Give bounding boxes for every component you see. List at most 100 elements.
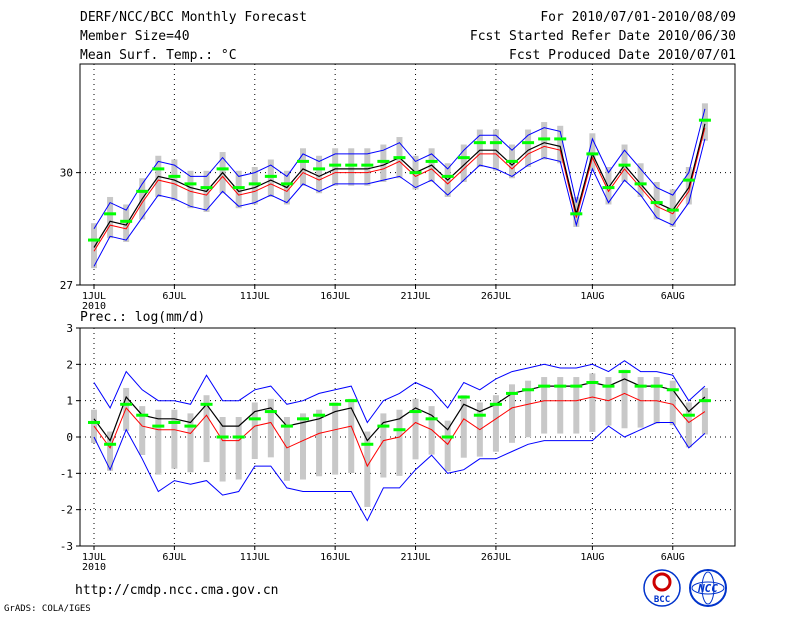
- temp-obs-marker: [489, 141, 502, 145]
- prec-spread-box: [669, 380, 676, 426]
- temp-obs-marker: [345, 163, 358, 167]
- prec-obs-marker: [586, 381, 599, 384]
- temp-spread-box: [541, 122, 548, 160]
- temp-obs-marker: [200, 186, 213, 190]
- temp-spread-box: [669, 189, 676, 227]
- temp-obs-marker: [441, 174, 454, 178]
- temp-obs-marker: [329, 163, 342, 167]
- prec-obs-marker: [698, 399, 711, 403]
- temp-spread-box: [364, 148, 371, 186]
- temp-x-tick-label: 16JUL: [320, 291, 350, 302]
- grads-credit: GrADS: COLA/IGES: [4, 604, 91, 614]
- prec-obs-marker: [120, 402, 133, 406]
- prec-obs-marker: [618, 370, 631, 374]
- prec-obs-marker: [297, 417, 309, 421]
- prec-spread-box: [573, 377, 580, 434]
- temp-obs-marker: [538, 137, 551, 141]
- temp-spread-box: [476, 129, 483, 168]
- temp-obs-marker: [248, 182, 261, 186]
- prec-obs-marker: [538, 384, 551, 388]
- temp-obs-marker: [280, 182, 293, 186]
- temp-x-tick-label: 1AUG: [580, 291, 604, 302]
- prec-spread-box: [235, 417, 242, 480]
- prec-obs-marker: [489, 402, 502, 406]
- temp-obs-marker: [634, 182, 647, 186]
- prec-obs-marker: [248, 417, 261, 421]
- prec-obs-marker: [136, 413, 149, 417]
- prec-obs-marker: [329, 402, 342, 406]
- temp-x-tick-label: 11JUL: [240, 291, 270, 302]
- temp-spread-box: [605, 167, 612, 205]
- prec-x-tick-label: 21JUL: [400, 552, 430, 563]
- temp-obs-marker: [393, 156, 406, 160]
- temp-obs-marker: [554, 137, 567, 141]
- prec-obs-marker: [522, 388, 535, 392]
- prec-spread-box: [139, 406, 146, 455]
- prec-obs-marker: [506, 391, 518, 395]
- fcst-produced-date: Fcst Produced Date 2010/07/01: [509, 48, 736, 63]
- prec-obs-marker: [152, 424, 165, 428]
- prec-spread-box: [525, 380, 532, 438]
- temp-spread-box: [589, 133, 596, 171]
- prec-spread-box: [444, 420, 451, 472]
- prec-obs-marker: [457, 395, 470, 399]
- prec-spread-box: [348, 398, 355, 473]
- variable-label: Mean Surf. Temp.: °C: [80, 48, 237, 63]
- forecast-period: For 2010/07/01-2010/08/09: [540, 10, 736, 25]
- prec-spread-box: [460, 395, 467, 458]
- prec-spread-box: [364, 431, 371, 507]
- prec-obs-marker: [554, 384, 567, 388]
- prec-spread-box: [637, 377, 644, 428]
- prec-obs-marker: [168, 420, 181, 424]
- temp-obs-marker: [618, 163, 631, 167]
- temp-spread-box: [267, 159, 274, 197]
- prec-spread-box: [187, 413, 194, 473]
- chart-title: DERF/NCC/BCC Monthly Forecast: [80, 10, 307, 25]
- temp-spread-box: [621, 144, 628, 182]
- prec-title: Prec.: log(mm/d): [80, 310, 205, 325]
- bcc-logo-text: BCC: [654, 595, 670, 605]
- temp-obs-marker: [184, 182, 197, 186]
- prec-obs-marker: [473, 413, 486, 417]
- temp-x-sub-label: 2010: [82, 301, 106, 312]
- temp-spread-box: [235, 170, 242, 209]
- temp-obs-marker: [152, 167, 165, 171]
- temp-obs-marker: [313, 167, 326, 171]
- prec-obs-marker: [345, 399, 358, 403]
- prec-x-tick-label: 11JUL: [240, 552, 270, 563]
- temp-obs-marker: [232, 186, 245, 190]
- prec-obs-marker: [232, 435, 245, 439]
- prec-upper-line: [93, 360, 706, 424]
- prec-spread-box: [332, 402, 339, 475]
- prec-obs-marker: [682, 413, 695, 417]
- prec-obs-marker: [441, 435, 454, 439]
- temp-obs-marker: [698, 118, 711, 122]
- prec-y-tick-label: -3: [60, 540, 73, 553]
- prec-obs-marker: [264, 410, 277, 414]
- prec-obs-marker: [88, 420, 100, 424]
- temp-obs-marker: [506, 159, 518, 163]
- temp-obs-marker: [457, 156, 470, 160]
- temp-obs-marker: [361, 163, 374, 167]
- temp-upper-line: [93, 108, 706, 230]
- prec-spread-box: [267, 398, 274, 458]
- temp-spread-box: [187, 170, 194, 209]
- temp-x-tick-label: 1JUL: [82, 291, 106, 302]
- temp-y-tick-label: 27: [60, 279, 73, 292]
- prec-obs-marker: [200, 402, 213, 406]
- temp-obs-marker: [136, 189, 149, 193]
- temp-spread-box: [460, 144, 467, 182]
- temp-spread-box: [525, 129, 532, 168]
- temp-spread-box: [316, 155, 323, 194]
- temp-obs-marker: [104, 212, 117, 216]
- prec-obs-marker: [361, 442, 374, 446]
- temp-obs-marker: [473, 141, 486, 145]
- prec-x-tick-label: 26JUL: [481, 552, 511, 563]
- temp-mean-line: [93, 127, 706, 252]
- prec-spread-box: [380, 413, 387, 478]
- temp-spread-box: [300, 148, 306, 186]
- prec-x-tick-label: 6JUL: [162, 552, 186, 563]
- prec-y-tick-label: 2: [66, 358, 73, 371]
- source-url[interactable]: http://cmdp.ncc.cma.gov.cn: [75, 583, 279, 598]
